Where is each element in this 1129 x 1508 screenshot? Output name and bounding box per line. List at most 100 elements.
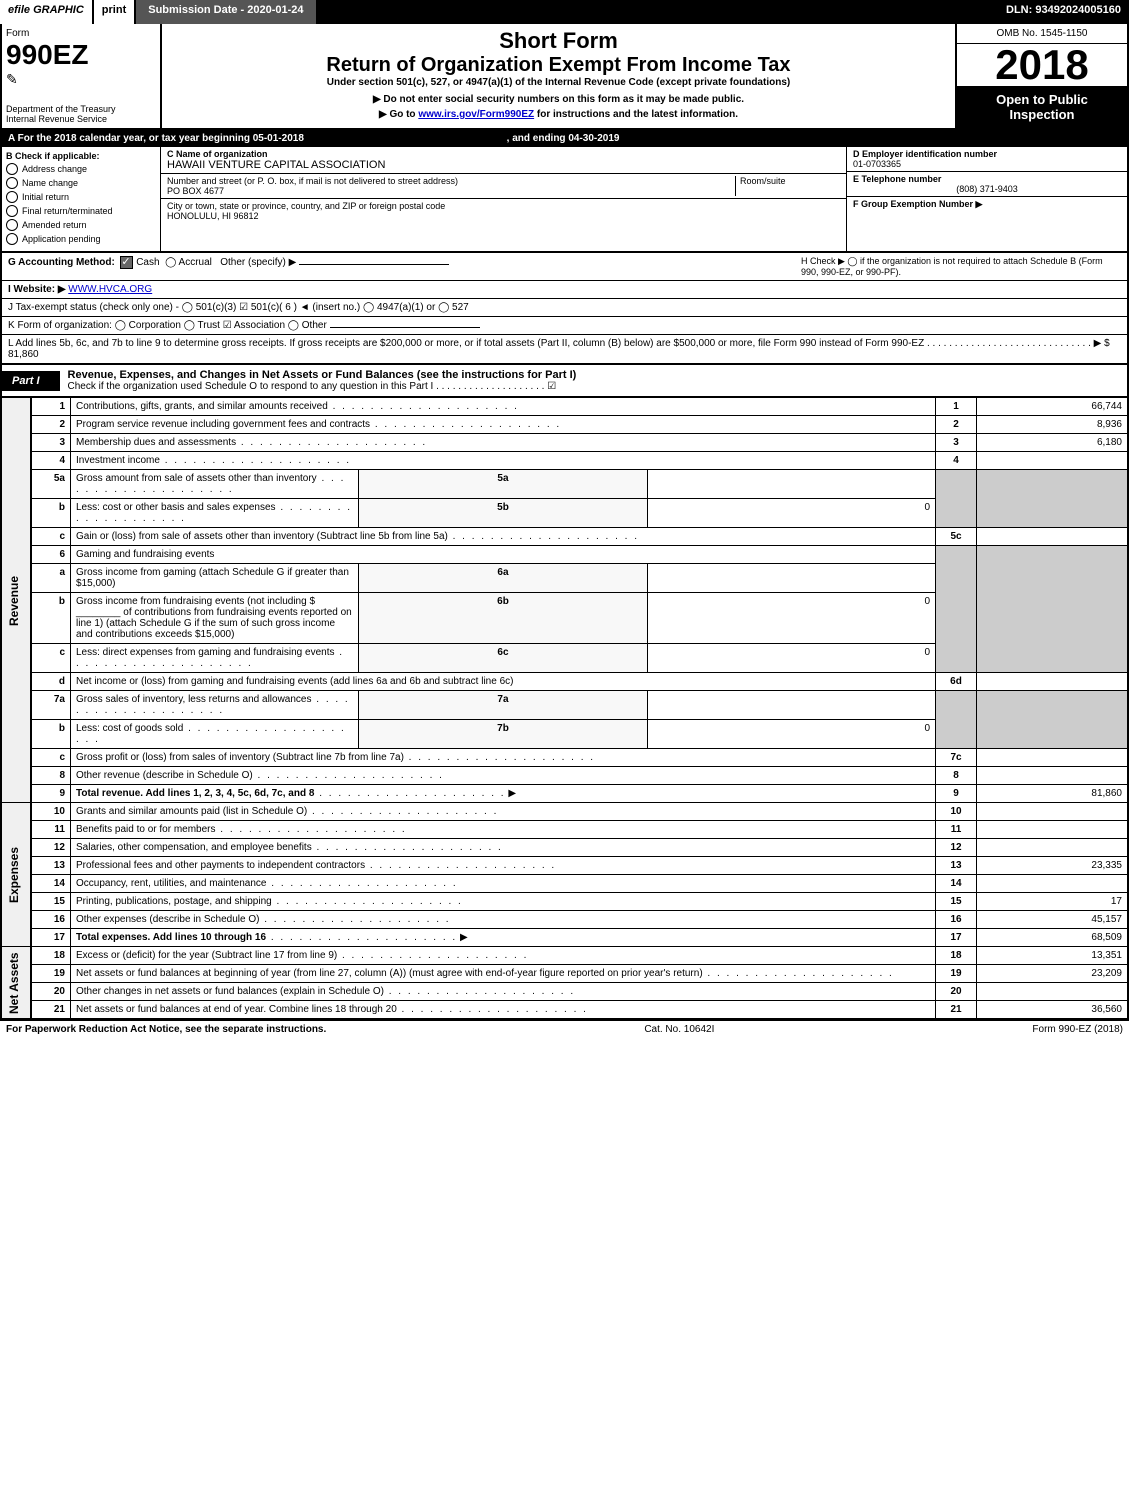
line-desc: Less: cost of goods sold [71, 720, 359, 749]
line-desc: Other revenue (describe in Schedule O) [71, 767, 936, 785]
period-begin: A For the 2018 calendar year, or tax yea… [8, 133, 304, 144]
line-value [977, 839, 1129, 857]
cb-label: Address change [22, 164, 87, 174]
radio-icon [6, 219, 18, 231]
line-desc: Gross sales of inventory, less returns a… [71, 691, 359, 720]
open-public-badge: Open to Public Inspection [957, 86, 1127, 128]
grey-cell [936, 691, 977, 749]
sub-line-ref: 6c [359, 644, 647, 673]
line-value [977, 821, 1129, 839]
line-desc: Salaries, other compensation, and employ… [71, 839, 936, 857]
line-value [977, 452, 1129, 470]
sub-line-value: 0 [647, 593, 935, 644]
submission-date: Submission Date - 2020-01-24 [134, 0, 315, 24]
line-6: 6 Gaming and fundraising events [1, 546, 1128, 564]
line-desc: Net assets or fund balances at beginning… [71, 965, 936, 983]
form-id-footer: Form 990-EZ (2018) [1032, 1024, 1123, 1035]
line-number: 18 [31, 947, 71, 965]
line-9: 9 Total revenue. Add lines 1, 2, 3, 4, 5… [1, 785, 1128, 803]
line-5c: c Gain or (loss) from sale of assets oth… [1, 528, 1128, 546]
section-j: J Tax-exempt status (check only one) - ◯… [0, 299, 1129, 317]
line-number: 19 [31, 965, 71, 983]
website-link[interactable]: WWW.HVCA.ORG [68, 284, 152, 295]
line-number: 11 [31, 821, 71, 839]
cb-label: Application pending [22, 234, 101, 244]
subtitle: Under section 501(c), 527, or 4947(a)(1)… [166, 77, 951, 88]
line-number: a [31, 564, 71, 593]
line-value [977, 875, 1129, 893]
line-value [977, 673, 1129, 691]
line-desc: Contributions, gifts, grants, and simila… [71, 398, 936, 416]
line-value: 81,860 [977, 785, 1129, 803]
line-ref: 2 [936, 416, 977, 434]
grey-cell [936, 546, 977, 673]
line-7a: 7a Gross sales of inventory, less return… [1, 691, 1128, 720]
sub-line-value [647, 470, 935, 499]
form-label: Form [6, 28, 156, 39]
line-value: 23,335 [977, 857, 1129, 875]
section-f: F Group Exemption Number ▶ [847, 197, 1127, 212]
line-ref: 12 [936, 839, 977, 857]
line-number: 7a [31, 691, 71, 720]
irs-link[interactable]: www.irs.gov/Form990EZ [418, 109, 534, 120]
line-desc: Gross amount from sale of assets other t… [71, 470, 359, 499]
ssn-notice: ▶ Do not enter social security numbers o… [166, 94, 951, 105]
line-ref: 19 [936, 965, 977, 983]
line-desc: Professional fees and other payments to … [71, 857, 936, 875]
accounting-label: G Accounting Method: [8, 257, 115, 268]
section-e: E Telephone number (808) 371-9403 [847, 172, 1127, 197]
section-c: C Name of organization HAWAII VENTURE CA… [161, 147, 846, 251]
line-desc: Gaming and fundraising events [71, 546, 936, 564]
room-suite-label: Room/suite [735, 176, 840, 196]
address-row: Number and street (or P. O. box, if mail… [161, 174, 846, 199]
print-button[interactable]: print [92, 0, 134, 24]
line-desc: Net income or (loss) from gaming and fun… [71, 673, 936, 691]
line-desc: Gross profit or (loss) from sales of inv… [71, 749, 936, 767]
section-k: K Form of organization: ◯ Corporation ◯ … [0, 317, 1129, 335]
irs-text: Internal Revenue Service [6, 114, 107, 124]
efile-label[interactable]: efile GRAPHIC [0, 0, 92, 24]
cash-checkbox[interactable] [120, 256, 133, 269]
cb-final-return[interactable]: Final return/terminated [6, 205, 156, 217]
part-1-header: Part I Revenue, Expenses, and Changes in… [0, 365, 1129, 397]
form-number: 990EZ [6, 39, 156, 71]
grey-cell [977, 470, 1129, 528]
cb-initial-return[interactable]: Initial return [6, 191, 156, 203]
section-d: D Employer identification number 01-0703… [847, 147, 1127, 172]
sub-line-value [647, 691, 935, 720]
line-number: b [31, 499, 71, 528]
line-15: 15 Printing, publications, postage, and … [1, 893, 1128, 911]
cb-label: Name change [22, 178, 78, 188]
line-19: 19 Net assets or fund balances at beginn… [1, 965, 1128, 983]
cb-name-change[interactable]: Name change [6, 177, 156, 189]
part-1-title: Revenue, Expenses, and Changes in Net As… [60, 365, 585, 396]
line-13: 13 Professional fees and other payments … [1, 857, 1128, 875]
line-ref: 11 [936, 821, 977, 839]
line-ref: 8 [936, 767, 977, 785]
line-desc: Less: direct expenses from gaming and fu… [71, 644, 359, 673]
tax-exempt-status: J Tax-exempt status (check only one) - ◯… [8, 302, 469, 313]
cb-amended-return[interactable]: Amended return [6, 219, 156, 231]
line-8: 8 Other revenue (describe in Schedule O)… [1, 767, 1128, 785]
line-number: 2 [31, 416, 71, 434]
cb-label: Final return/terminated [22, 206, 113, 216]
cb-application-pending[interactable]: Application pending [6, 233, 156, 245]
line-3: 3 Membership dues and assessments 3 6,18… [1, 434, 1128, 452]
line-value: 17 [977, 893, 1129, 911]
sub-line-value: 0 [647, 720, 935, 749]
line-desc: Occupancy, rent, utilities, and maintena… [71, 875, 936, 893]
gross-receipts-instruction: L Add lines 5b, 6c, and 7b to line 9 to … [8, 338, 1110, 360]
line-12: 12 Salaries, other compensation, and emp… [1, 839, 1128, 857]
tax-year: 2018 [957, 44, 1127, 86]
sub-line-value: 0 [647, 499, 935, 528]
line-6d: d Net income or (loss) from gaming and f… [1, 673, 1128, 691]
sub-line-value [647, 564, 935, 593]
cb-address-change[interactable]: Address change [6, 163, 156, 175]
section-def: D Employer identification number 01-0703… [846, 147, 1127, 251]
section-b-label: B Check if applicable: [6, 151, 156, 161]
line-desc: Less: cost or other basis and sales expe… [71, 499, 359, 528]
radio-icon [6, 191, 18, 203]
line-value: 45,157 [977, 911, 1129, 929]
line-16: 16 Other expenses (describe in Schedule … [1, 911, 1128, 929]
part-1-label: Part I [2, 371, 60, 391]
